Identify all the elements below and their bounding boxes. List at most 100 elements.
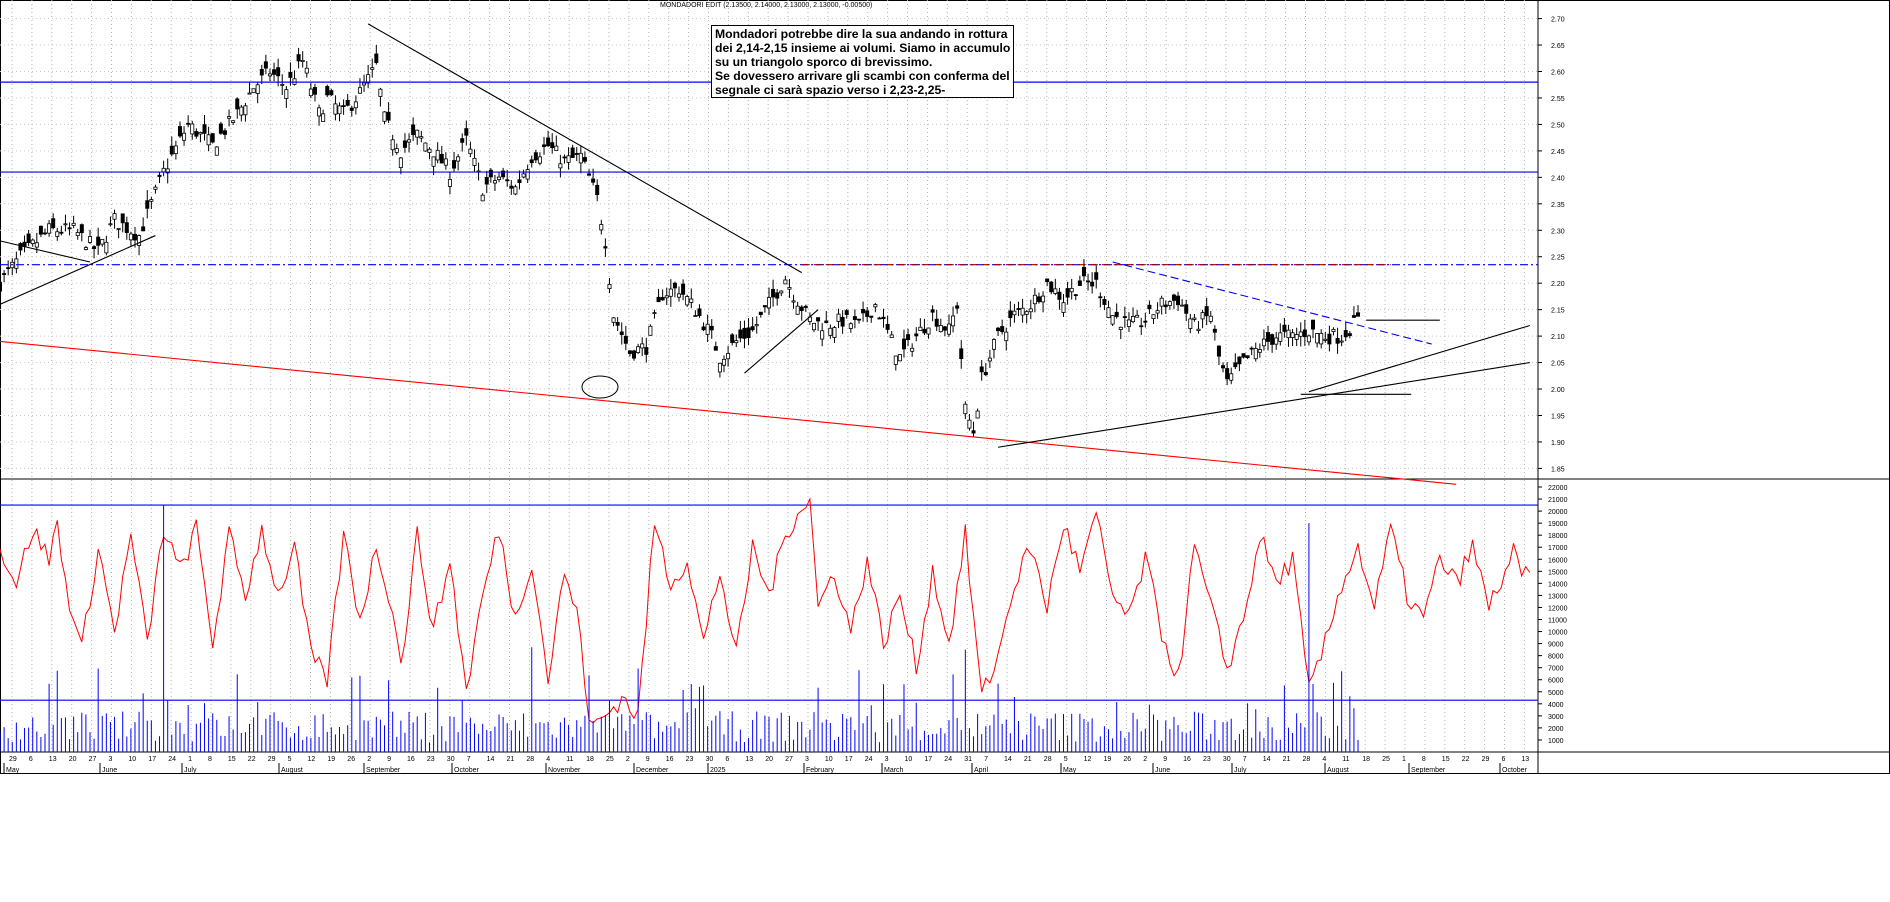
candle-body — [1118, 326, 1123, 330]
candle-body — [202, 124, 207, 134]
y-tick-label: 2.40 — [1551, 175, 1565, 182]
candle-body — [349, 107, 354, 111]
candle-body — [1036, 296, 1041, 303]
candle-body — [1171, 294, 1176, 301]
candle-body — [452, 160, 457, 169]
candle-body — [1094, 272, 1099, 280]
candle-body — [799, 306, 804, 311]
candle-body — [1147, 304, 1152, 310]
x-axis-labels: 29 6 13 20 27 3 10 17 24 1 8 15 22 29 5 12 19 26 2 9 16 23 30 7… — [3, 756, 1529, 774]
trendline — [1112, 261, 1432, 345]
candle-body — [71, 222, 76, 226]
candle-body — [1294, 334, 1299, 340]
y-tick-label: 11000 — [1548, 618, 1567, 625]
candle-body — [1315, 333, 1320, 344]
x-day-tick: 16 — [666, 756, 674, 763]
candle-body — [357, 87, 362, 94]
candle-body — [574, 153, 579, 155]
candle-body — [546, 137, 551, 147]
trendline — [997, 362, 1530, 448]
candle-body — [120, 213, 125, 224]
candle-body — [1126, 319, 1131, 327]
candle-body — [922, 328, 927, 334]
candle-body — [820, 330, 825, 340]
candle-body — [1086, 280, 1091, 283]
x-day-tick: 9 — [646, 756, 650, 763]
x-day-tick: 8 — [1422, 756, 1426, 763]
candle-body — [1257, 349, 1262, 353]
candle-body — [1053, 288, 1058, 294]
y-tick-label: 2.10 — [1551, 334, 1565, 341]
candle-body — [746, 327, 751, 339]
candle-body — [910, 347, 915, 352]
candle-body — [582, 157, 587, 162]
candle-body — [132, 233, 137, 241]
candle-body — [1188, 318, 1193, 329]
candle-body — [366, 74, 371, 84]
candle-body — [689, 298, 694, 303]
candle-body — [1106, 307, 1111, 318]
candle-body — [353, 101, 358, 109]
candle-body — [124, 222, 129, 233]
candle-body — [145, 200, 150, 209]
x-day-tick: 23 — [1203, 756, 1211, 763]
x-day-tick: 2 — [1143, 756, 1147, 763]
candle-body — [615, 322, 620, 326]
candle-body — [930, 309, 935, 313]
y-tick-label: 2.45 — [1551, 149, 1565, 156]
candle-body — [1110, 315, 1115, 325]
x-month-label: June — [1155, 767, 1170, 774]
x-day-tick: 16 — [407, 756, 415, 763]
y-tick-label: 5000 — [1548, 690, 1564, 697]
candle-body — [26, 233, 31, 244]
candle-body — [1225, 368, 1230, 380]
candle-body — [1008, 310, 1013, 319]
candle-body — [443, 158, 448, 166]
candle-body — [987, 357, 992, 362]
candle-body — [758, 311, 763, 315]
candle-body — [92, 246, 97, 249]
trendline — [0, 340, 1457, 485]
candle-body — [435, 149, 440, 161]
candle-body — [934, 318, 939, 327]
candle-body — [194, 131, 199, 137]
candle-body — [1249, 347, 1254, 350]
candle-body — [1061, 302, 1066, 313]
candle-body — [1114, 311, 1119, 317]
y-tick-label: 15000 — [1548, 569, 1568, 576]
x-day-tick: 5 — [1064, 756, 1068, 763]
ticker-header: MONDADORI EDIT (2.13500, 2.14000, 2.1300… — [660, 2, 873, 9]
candle-body — [537, 156, 542, 164]
y-tick-label: 18000 — [1548, 533, 1568, 540]
y-tick-label: 19000 — [1548, 521, 1568, 528]
candle-body — [6, 267, 11, 270]
candle-body — [243, 105, 248, 116]
candle-body — [648, 325, 653, 336]
candle-body — [157, 174, 162, 177]
candle-body — [165, 168, 170, 174]
x-day-tick: 15 — [1442, 756, 1450, 763]
x-day-tick: 3 — [805, 756, 809, 763]
candle-body — [1245, 355, 1250, 359]
y-tick-label: 21000 — [1548, 497, 1568, 504]
x-day-tick: 28 — [526, 756, 534, 763]
x-day-tick: 20 — [765, 756, 773, 763]
candle-body — [42, 232, 47, 235]
x-day-tick: 21 — [1024, 756, 1032, 763]
candle-body — [525, 169, 530, 180]
candle-body — [869, 315, 874, 318]
candle-body — [906, 334, 911, 341]
x-day-tick: 23 — [686, 756, 694, 763]
candle-body — [783, 279, 788, 285]
candle-body — [1339, 340, 1344, 343]
candle-body — [1196, 328, 1201, 331]
candle-body — [1270, 334, 1275, 345]
candle-body — [394, 148, 399, 153]
candle-body — [374, 53, 379, 64]
x-day-tick: 18 — [586, 756, 594, 763]
candle-body — [501, 170, 506, 178]
candle-body — [137, 235, 142, 246]
candle-body — [521, 173, 526, 178]
candle-body — [779, 290, 784, 294]
candle-body — [1049, 281, 1054, 293]
